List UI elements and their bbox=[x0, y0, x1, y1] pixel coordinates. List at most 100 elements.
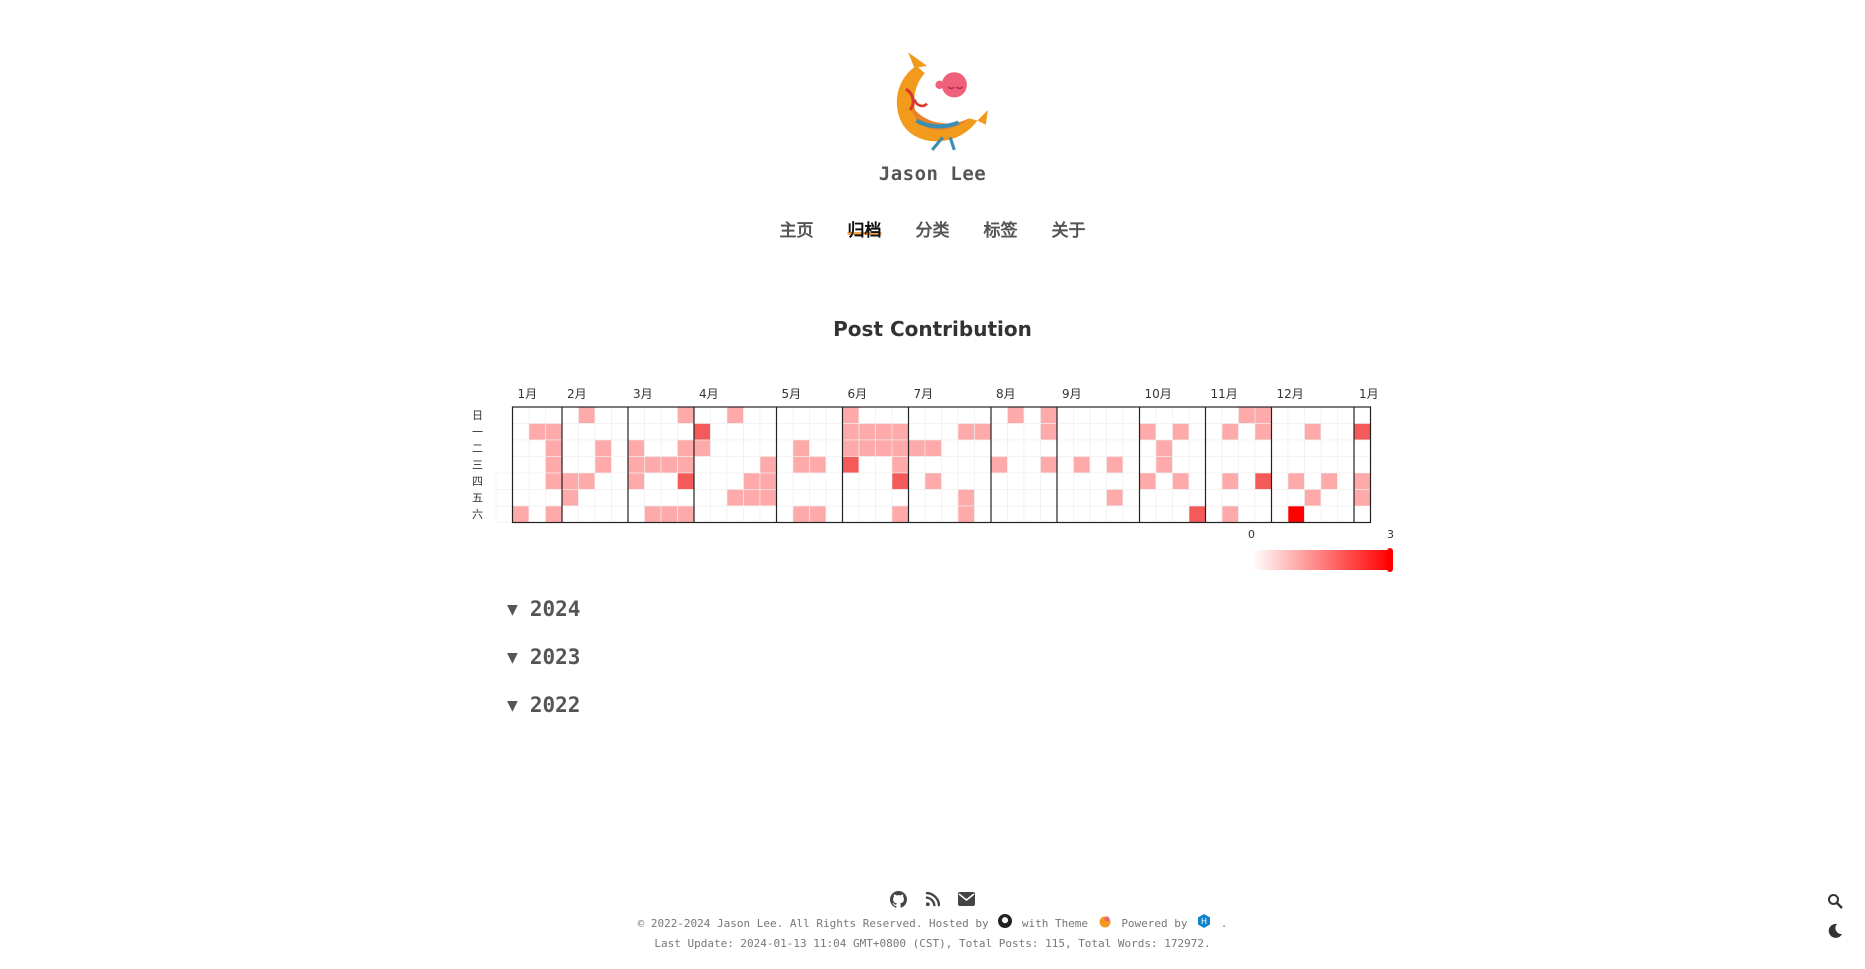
heatmap-cell[interactable] bbox=[1287, 423, 1305, 441]
heatmap-cell[interactable] bbox=[677, 423, 695, 441]
heatmap-cell[interactable] bbox=[1205, 505, 1223, 523]
heatmap-cell[interactable] bbox=[726, 423, 744, 441]
heatmap-cell[interactable] bbox=[726, 505, 744, 523]
heatmap-cell[interactable] bbox=[1106, 489, 1124, 507]
heatmap-cell[interactable] bbox=[1139, 489, 1157, 507]
heatmap-cell[interactable] bbox=[594, 456, 612, 474]
heatmap-cell[interactable] bbox=[512, 423, 530, 441]
heatmap-cell[interactable] bbox=[1271, 505, 1289, 523]
heatmap-cell[interactable] bbox=[726, 489, 744, 507]
heatmap-cell[interactable] bbox=[1040, 423, 1058, 441]
heatmap-cell[interactable] bbox=[1337, 489, 1355, 507]
nav-item-tags[interactable]: 标签 bbox=[983, 221, 1018, 241]
heatmap-cell[interactable] bbox=[1089, 489, 1107, 507]
heatmap-cell[interactable] bbox=[1320, 439, 1338, 457]
heatmap-cell[interactable] bbox=[660, 439, 678, 457]
heatmap-cell[interactable] bbox=[1304, 472, 1322, 490]
heatmap-cell[interactable] bbox=[743, 406, 761, 424]
heatmap-cell[interactable] bbox=[825, 423, 843, 441]
heatmap-cell[interactable] bbox=[1304, 456, 1322, 474]
heatmap-cell[interactable] bbox=[941, 489, 959, 507]
heatmap-cell[interactable] bbox=[1056, 505, 1074, 523]
heatmap-cell[interactable] bbox=[1172, 439, 1190, 457]
heatmap-cell[interactable] bbox=[1221, 472, 1239, 490]
heatmap-cell[interactable] bbox=[842, 439, 860, 457]
heatmap-cell[interactable] bbox=[693, 439, 711, 457]
heatmap-cell[interactable] bbox=[594, 505, 612, 523]
heatmap-cell[interactable] bbox=[1106, 439, 1124, 457]
heatmap-cell[interactable] bbox=[776, 456, 794, 474]
heatmap-cell[interactable] bbox=[1056, 406, 1074, 424]
heatmap-cell[interactable] bbox=[941, 406, 959, 424]
heatmap-cell[interactable] bbox=[1172, 489, 1190, 507]
heatmap-cell[interactable] bbox=[974, 489, 992, 507]
heatmap-cell[interactable] bbox=[693, 423, 711, 441]
site-name[interactable]: Jason Lee bbox=[878, 163, 987, 185]
heatmap-cell[interactable] bbox=[776, 472, 794, 490]
heatmap-cell[interactable] bbox=[644, 456, 662, 474]
heatmap-cell[interactable] bbox=[1056, 456, 1074, 474]
heatmap-cell[interactable] bbox=[1056, 472, 1074, 490]
heatmap-cell[interactable] bbox=[1122, 489, 1140, 507]
theme-logo-icon[interactable] bbox=[1098, 914, 1112, 934]
heatmap-cell[interactable] bbox=[759, 472, 777, 490]
heatmap-cell[interactable] bbox=[710, 472, 728, 490]
heatmap-cell[interactable] bbox=[1188, 489, 1206, 507]
heatmap-cell[interactable] bbox=[660, 406, 678, 424]
heatmap-cell[interactable] bbox=[842, 472, 860, 490]
heatmap-cell[interactable] bbox=[561, 439, 579, 457]
heatmap-cell[interactable] bbox=[858, 423, 876, 441]
github-icon[interactable] bbox=[998, 914, 1013, 934]
heatmap-cell[interactable] bbox=[1106, 472, 1124, 490]
heatmap-cell[interactable] bbox=[875, 423, 893, 441]
heatmap-cell[interactable] bbox=[743, 489, 761, 507]
heatmap-cell[interactable] bbox=[1089, 472, 1107, 490]
heatmap-cell[interactable] bbox=[1139, 472, 1157, 490]
heatmap-cell[interactable] bbox=[578, 406, 596, 424]
heatmap-cell[interactable] bbox=[1238, 423, 1256, 441]
heatmap-cell[interactable] bbox=[594, 472, 612, 490]
heatmap-cell[interactable] bbox=[1172, 505, 1190, 523]
heatmap-cell[interactable] bbox=[710, 423, 728, 441]
heatmap-cell[interactable] bbox=[710, 456, 728, 474]
heatmap-cell[interactable] bbox=[1023, 456, 1041, 474]
heatmap-cell[interactable] bbox=[1337, 423, 1355, 441]
github-icon[interactable] bbox=[890, 890, 907, 908]
heatmap-cell[interactable] bbox=[759, 489, 777, 507]
heatmap-cell[interactable] bbox=[627, 406, 645, 424]
heatmap-cell[interactable] bbox=[908, 472, 926, 490]
heatmap-cell[interactable] bbox=[759, 423, 777, 441]
heatmap-cell[interactable] bbox=[495, 489, 513, 507]
heatmap-cell[interactable] bbox=[957, 423, 975, 441]
heatmap-cell[interactable] bbox=[611, 423, 629, 441]
heatmap-cell[interactable] bbox=[792, 406, 810, 424]
heatmap-cell[interactable] bbox=[1007, 472, 1025, 490]
heatmap-cell[interactable] bbox=[891, 505, 909, 523]
heatmap-cell[interactable] bbox=[924, 456, 942, 474]
heatmap-cell[interactable] bbox=[908, 439, 926, 457]
heatmap-cell[interactable] bbox=[825, 489, 843, 507]
heatmap-cell[interactable] bbox=[924, 439, 942, 457]
heatmap-cell[interactable] bbox=[990, 472, 1008, 490]
heatmap-cell[interactable] bbox=[974, 423, 992, 441]
heatmap-cell[interactable] bbox=[1221, 406, 1239, 424]
heatmap-cell[interactable] bbox=[1155, 489, 1173, 507]
heatmap-cell[interactable] bbox=[1122, 406, 1140, 424]
heatmap-cell[interactable] bbox=[1155, 439, 1173, 457]
heatmap-cell[interactable] bbox=[1007, 406, 1025, 424]
heatmap-cell[interactable] bbox=[809, 505, 827, 523]
heatmap-cell[interactable] bbox=[1172, 472, 1190, 490]
heatmap-cell[interactable] bbox=[743, 505, 761, 523]
nav-item-home[interactable]: 主页 bbox=[779, 221, 814, 241]
heatmap-cell[interactable] bbox=[1320, 423, 1338, 441]
heatmap-cell[interactable] bbox=[512, 406, 530, 424]
heatmap-cell[interactable] bbox=[1122, 456, 1140, 474]
heatmap-cell[interactable] bbox=[660, 472, 678, 490]
heatmap-cell[interactable] bbox=[1205, 472, 1223, 490]
search-icon[interactable] bbox=[1827, 893, 1843, 909]
heatmap-cell[interactable] bbox=[974, 439, 992, 457]
heatmap-cell[interactable] bbox=[677, 472, 695, 490]
heatmap-cell[interactable] bbox=[743, 423, 761, 441]
heatmap-cell[interactable] bbox=[743, 439, 761, 457]
heatmap-cell[interactable] bbox=[1040, 489, 1058, 507]
